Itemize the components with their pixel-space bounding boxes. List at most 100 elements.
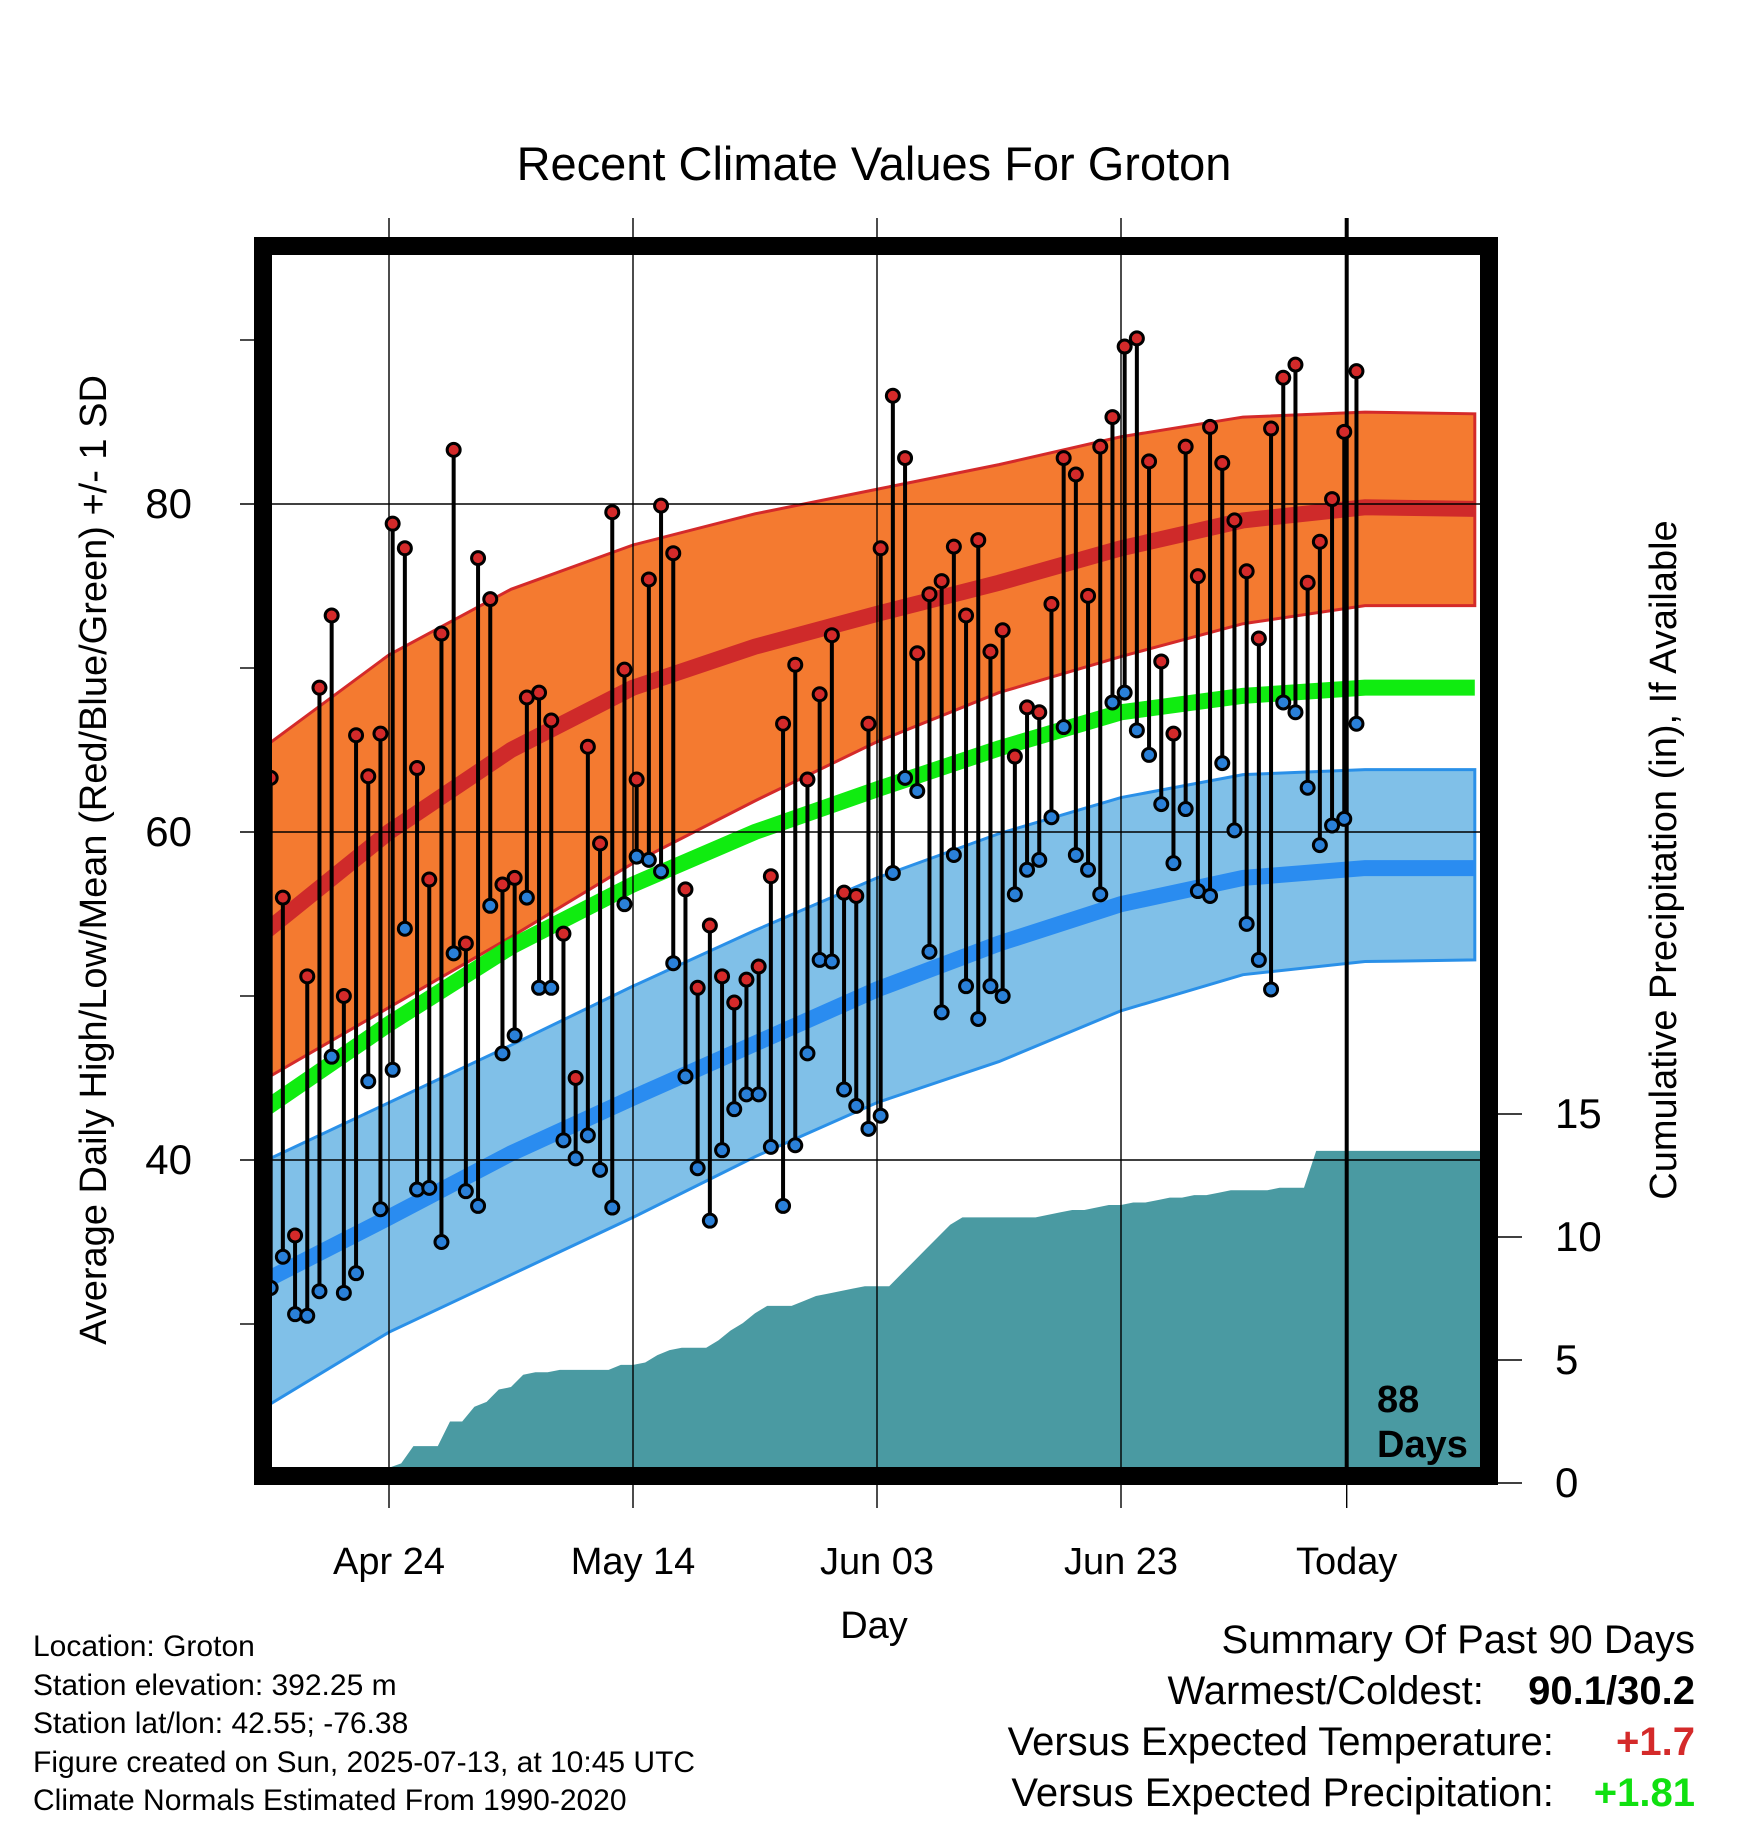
daily-low-point	[555, 1132, 572, 1149]
daily-low-point	[348, 1265, 365, 1282]
daily-high-point	[604, 504, 621, 521]
daily-low-point	[1177, 801, 1194, 818]
daily-high-point	[726, 994, 743, 1011]
low-sd-band	[265, 768, 1477, 1409]
summary-warm-cold: Warmest/Coldest: 90.1/30.2	[1008, 1666, 1696, 1717]
daily-low-point	[677, 1068, 694, 1085]
daily-low-point	[909, 783, 926, 799]
daily-high-point	[335, 988, 352, 1004]
daily-high-point	[750, 958, 767, 975]
plot-frame	[254, 237, 1498, 1485]
daily-high-point	[994, 622, 1011, 639]
daily-low-point	[1153, 796, 1170, 813]
daily-low-point	[970, 1010, 987, 1027]
daily-low-point	[616, 896, 633, 913]
x-tick-label: Jun 03	[820, 1541, 934, 1583]
daily-high-point	[1116, 338, 1133, 355]
daily-high-point	[299, 968, 316, 985]
daily-high-point	[1067, 466, 1084, 483]
daily-high-point	[1275, 369, 1292, 386]
daily-low-point	[1299, 779, 1316, 796]
daily-low-point	[567, 1150, 584, 1167]
daily-low-point	[396, 920, 413, 937]
daily-high-point	[1311, 533, 1328, 550]
daily-high-point	[1202, 418, 1219, 435]
y2-axis-label: Cumulative Precipitation (in), If Availa…	[1643, 520, 1685, 1199]
daily-low-point	[836, 1081, 853, 1098]
daily-high-point	[762, 868, 779, 885]
y-tick-label: 80	[145, 480, 192, 527]
daily-high-point	[628, 771, 645, 788]
y2-tick-label: 5	[1555, 1336, 1578, 1383]
daily-high-point	[1214, 455, 1231, 471]
temp-value: +1.7	[1616, 1720, 1695, 1764]
warm-cold-label: Warmest/Coldest:	[1167, 1669, 1484, 1713]
daily-high-point	[1348, 363, 1365, 380]
daily-high-point	[592, 835, 609, 852]
x-tick-label: May 14	[571, 1541, 696, 1583]
axes: Apr 24 May 14 Jun 03 Jun 23 Today 40 60 80 0 5 10 1…	[145, 339, 1602, 1583]
daily-high-point	[555, 925, 572, 942]
daily-high-point	[1263, 420, 1280, 437]
daily-high-point	[823, 627, 840, 644]
daily-high-point	[921, 586, 938, 603]
daily-low-point	[860, 1120, 877, 1137]
daily-high-point	[689, 979, 706, 996]
daily-low-point	[579, 1127, 596, 1144]
daily-high-point	[579, 738, 596, 755]
daily-low-point	[592, 1161, 609, 1178]
summary-title: Summary Of Past 90 Days	[1221, 1618, 1695, 1662]
y-tick-label: 40	[145, 1136, 192, 1183]
daily-high-point	[1324, 491, 1341, 508]
daily-low-point	[506, 1027, 523, 1044]
station-info: Location: Groton Station elevation: 392.…	[33, 1628, 695, 1821]
daily-low-point	[1287, 704, 1304, 721]
daily-high-point	[348, 727, 365, 744]
daily-high-point	[860, 715, 877, 732]
daily-low-point	[701, 1212, 718, 1229]
daily-high-point	[872, 540, 889, 557]
daily-low-point	[799, 1045, 816, 1062]
daily-low-point	[897, 769, 914, 786]
daily-high-point	[323, 607, 340, 624]
daily-high-point	[909, 645, 926, 662]
daily-high-point	[848, 887, 865, 904]
daily-low-point	[1214, 755, 1231, 772]
daily-high-point	[799, 771, 816, 788]
daily-low-point	[640, 851, 657, 868]
daily-low-point	[1031, 851, 1048, 868]
daily-low-point	[482, 897, 499, 914]
daily-low-point	[689, 1160, 706, 1177]
daily-low-point	[750, 1086, 767, 1103]
today-days-number: 88	[1377, 1379, 1419, 1421]
daily-high-point	[616, 661, 633, 678]
today-days-word: Days	[1377, 1424, 1468, 1466]
daily-high-point	[1299, 574, 1316, 591]
daily-high-point	[1153, 653, 1170, 670]
daily-low-point	[994, 988, 1011, 1004]
y2-tick-label: 0	[1555, 1459, 1578, 1506]
summary-temp: Versus Expected Temperature: +1.7	[1008, 1717, 1695, 1768]
daily-high-point	[811, 686, 828, 703]
daily-low-point	[1043, 809, 1060, 826]
location-text: Location: Groton	[33, 1630, 255, 1663]
daily-low-point	[1263, 981, 1280, 998]
daily-high-point	[311, 679, 328, 696]
daily-high-point	[1141, 453, 1158, 470]
daily-high-point	[445, 441, 462, 458]
daily-high-point	[1080, 587, 1097, 604]
daily-high-point	[897, 450, 914, 467]
daily-high-point	[360, 768, 377, 785]
daily-low-point	[933, 1004, 950, 1021]
y2-tick-label: 10	[1555, 1213, 1602, 1260]
daily-low-point	[872, 1107, 889, 1124]
daily-high-point	[1031, 704, 1048, 721]
daily-high-point	[1104, 409, 1121, 426]
daily-low-point	[1019, 861, 1036, 878]
daily-high-point	[1336, 423, 1353, 440]
daily-low-point	[1055, 719, 1072, 736]
daily-low-point	[421, 1179, 438, 1196]
latlon-text: Station lat/lon: 42.55; -76.38	[33, 1707, 409, 1740]
daily-high-point	[287, 1227, 304, 1244]
